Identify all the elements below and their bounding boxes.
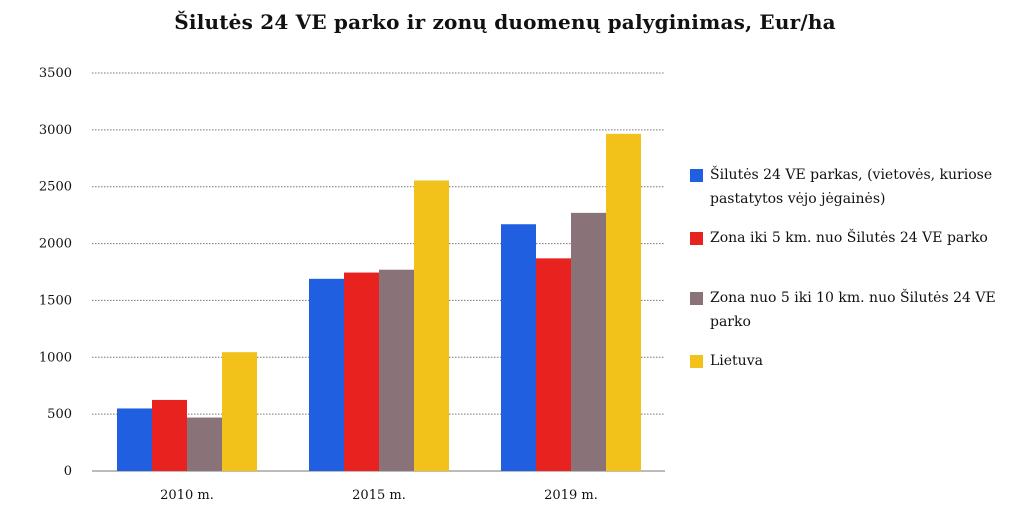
bars	[117, 133, 641, 471]
legend-swatch	[690, 169, 703, 182]
y-tick-label: 2500	[39, 180, 72, 195]
bar	[501, 224, 536, 471]
y-tick-label: 0	[64, 464, 72, 479]
x-category-label: 2019 m.	[544, 488, 598, 503]
bar	[309, 278, 344, 471]
bar	[606, 133, 641, 471]
x-category-label: 2015 m.	[352, 488, 406, 503]
y-tick-label: 3000	[39, 123, 72, 138]
legend-label: Zona iki 5 km. nuo Šilutės 24 VE parko	[710, 230, 988, 246]
bar	[152, 399, 187, 471]
legend-label: Zona nuo 5 iki 10 km. nuo Šilutės 24 VE …	[710, 290, 996, 330]
x-category-label: 2010 m.	[160, 488, 214, 503]
bar	[187, 417, 222, 471]
legend-swatch	[690, 355, 703, 368]
bar	[536, 258, 571, 471]
bar	[222, 352, 257, 471]
bar	[571, 212, 606, 471]
legend-swatch	[690, 232, 703, 245]
bar	[414, 180, 449, 471]
x-axis-categories: 2010 m. 2015 m. 2019 m.	[160, 488, 598, 503]
bar	[117, 408, 152, 471]
bar	[379, 269, 414, 471]
y-tick-label: 1500	[39, 293, 72, 308]
chart-title: Šilutės 24 VE parko ir zonų duomenų paly…	[174, 10, 836, 34]
y-tick-label: 3500	[39, 66, 72, 81]
y-axis-ticks: 0 500 1000 1500 2000 2500 3000 3500	[39, 66, 72, 479]
y-tick-label: 1000	[39, 350, 72, 365]
y-tick-label: 2000	[39, 237, 72, 252]
bar	[344, 272, 379, 471]
y-tick-label: 500	[47, 407, 72, 422]
legend-swatch	[690, 292, 703, 305]
legend-label: Šilutės 24 VE parkas, (vietovės, kuriose…	[710, 167, 993, 207]
legend-label: Lietuva	[710, 353, 763, 369]
